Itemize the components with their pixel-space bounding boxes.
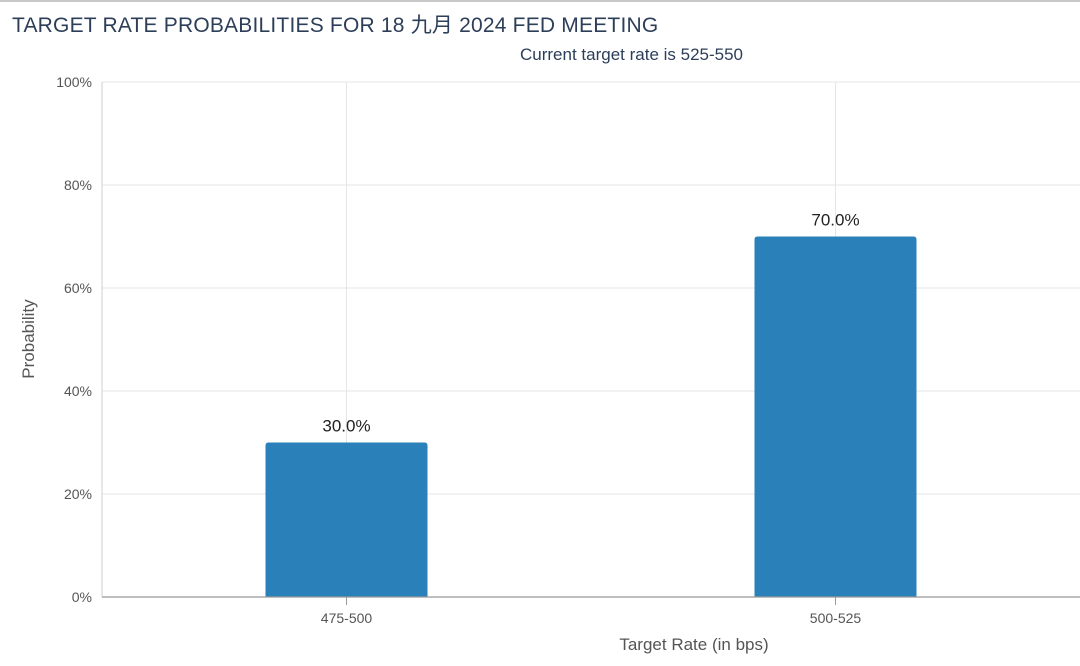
y-tick-label: 80% bbox=[64, 177, 92, 193]
y-tick-label: 20% bbox=[64, 486, 92, 502]
bar-500-525[interactable] bbox=[754, 236, 917, 598]
x-tick-label: 475-500 bbox=[321, 610, 373, 626]
chart-title: TARGET RATE PROBABILITIES FOR 18 九月 2024… bbox=[12, 14, 659, 37]
y-tick-label: 0% bbox=[72, 589, 92, 605]
y-tick-label: 100% bbox=[56, 74, 92, 90]
x-axis-title: Target Rate (in bps) bbox=[619, 635, 768, 654]
axes bbox=[101, 82, 1080, 605]
labels: 0% 20% 40% 60% 80% 100% 30.0% 475-500 70.0% 500-5… bbox=[56, 74, 861, 626]
data-label-500-525: 70.0% bbox=[811, 211, 859, 230]
bars bbox=[265, 236, 917, 598]
grid-lines bbox=[102, 81, 1080, 597]
top-border bbox=[0, 0, 1080, 2]
y-axis-title: Probability bbox=[19, 299, 38, 379]
y-tick-label: 60% bbox=[64, 280, 92, 296]
chart-subtitle: Current target rate is 525-550 bbox=[520, 45, 744, 64]
y-tick-label: 40% bbox=[64, 383, 92, 399]
x-tick-label: 500-525 bbox=[810, 610, 862, 626]
bar-475-500[interactable] bbox=[265, 442, 428, 598]
data-label-475-500: 30.0% bbox=[322, 417, 370, 436]
